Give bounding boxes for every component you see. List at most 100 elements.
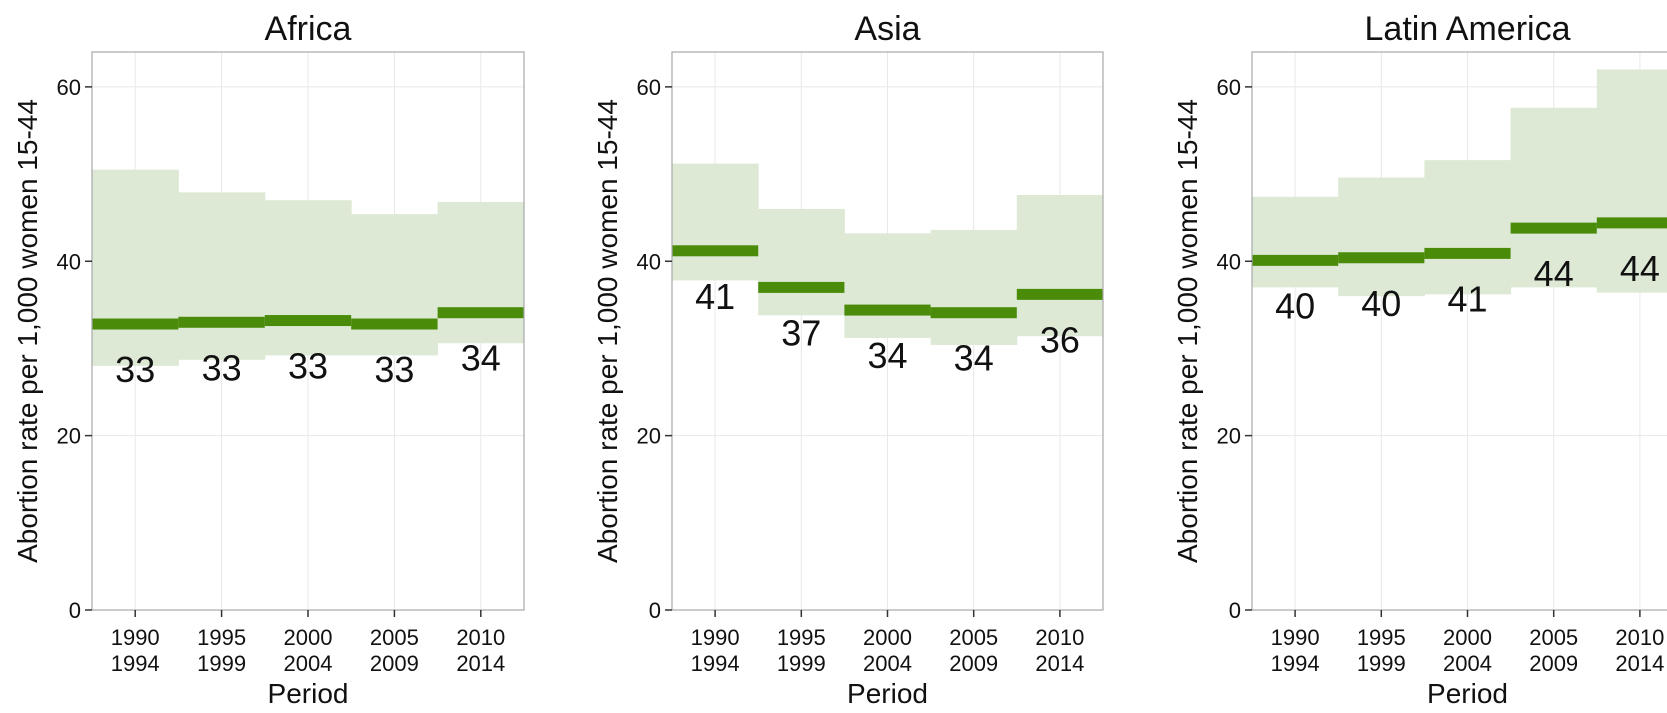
x-tick-label-start: 2000 [1443,625,1492,650]
estimate-segment [1596,217,1667,229]
estimate-segment [92,318,179,330]
panel-africa: 33 33 33 33 34020406019901994199519992000200… [12,10,525,709]
x-axis-label: Period [268,678,349,708]
uncertainty-band [1510,107,1598,288]
data-label: 33 [374,349,414,390]
x-tick-label-end: 1994 [691,651,740,676]
uncertainty-band [930,229,1018,345]
data-label: 34 [867,335,907,376]
y-tick-label: 0 [649,598,661,623]
data-label: 44 [1620,248,1660,289]
y-tick-label: 60 [637,75,661,100]
x-tick-label-start: 1995 [777,625,826,650]
x-tick-label-start: 1990 [1271,625,1320,650]
y-tick-label: 60 [57,75,81,100]
x-tick-label-start: 2005 [1529,625,1578,650]
x-tick-label-start: 1990 [111,625,160,650]
x-tick-label-end: 2004 [284,651,333,676]
estimate-segment [844,304,931,316]
x-axis-label: Period [1427,678,1508,708]
x-tick-label-end: 2009 [370,651,419,676]
uncertainty-band [1252,196,1339,288]
uncertainty-band [437,201,525,344]
x-tick-label-start: 2010 [456,625,505,650]
uncertainty-band [844,233,932,338]
x-tick-label-end: 2014 [456,651,505,676]
uncertainty-band [758,208,845,316]
estimate-segment [672,245,759,257]
y-tick-label: 0 [69,598,81,623]
y-tick-label: 20 [1217,424,1241,449]
x-tick-label-start: 2000 [863,625,912,650]
x-tick-label-end: 1999 [777,651,826,676]
estimate-segment [758,281,845,293]
estimate-segment [1338,252,1425,264]
x-tick-label-end: 2004 [1443,651,1492,676]
y-tick-label: 0 [1229,598,1241,623]
data-label: 41 [1447,278,1487,319]
x-tick-label-start: 1995 [1357,625,1406,650]
data-label: 36 [1040,319,1080,360]
data-label: 37 [781,312,821,353]
x-tick-label-start: 1990 [691,625,740,650]
uncertainty-band [1338,177,1425,297]
uncertainty-band [672,163,759,281]
x-tick-label-end: 1999 [197,651,246,676]
data-label: 33 [288,346,328,387]
estimate-segment [1424,247,1511,259]
x-tick-label-start: 2005 [370,625,419,650]
y-tick-label: 40 [637,249,661,274]
x-tick-label-start: 2005 [949,625,998,650]
uncertainty-band [1424,160,1512,295]
x-axis-label: Period [847,678,928,708]
uncertainty-band [264,200,352,356]
data-label: 34 [461,338,501,379]
estimate-segment [930,307,1017,319]
estimate-segment [1016,288,1103,300]
x-tick-label-end: 2009 [949,651,998,676]
estimate-segment [1252,254,1339,266]
data-label: 40 [1361,283,1401,324]
data-label: 33 [115,349,155,390]
x-tick-label-end: 2004 [863,651,912,676]
uncertainty-band [92,169,179,366]
x-tick-label-start: 2010 [1615,625,1664,650]
y-axis-label: Abortion rate per 1,000 women 15-44 [12,99,43,563]
data-label: 34 [954,338,994,379]
estimate-segment [1510,222,1597,234]
uncertainty-band [1596,69,1667,293]
x-tick-label-end: 1994 [111,651,160,676]
panel-title: Asia [854,10,920,48]
panel-title: Africa [265,10,352,48]
uncertainty-band [178,192,266,360]
uncertainty-band [351,214,439,356]
estimate-segment [437,307,524,319]
x-tick-label-end: 1994 [1271,651,1320,676]
estimate-segment [351,318,438,330]
estimate-segment [264,315,352,327]
x-tick-label-start: 2000 [284,625,333,650]
x-tick-label-end: 1999 [1357,651,1406,676]
y-tick-label: 40 [57,249,81,274]
y-axis-label: Abortion rate per 1,000 women 15-44 [592,99,623,563]
data-label: 41 [695,276,735,317]
x-tick-label-end: 2009 [1529,651,1578,676]
y-tick-label: 20 [57,424,81,449]
y-axis-label: Abortion rate per 1,000 women 15-44 [1172,99,1203,563]
data-label: 44 [1534,253,1574,294]
data-label: 40 [1275,285,1315,326]
y-tick-label: 40 [1217,249,1241,274]
panel-title: Latin America [1365,10,1571,48]
uncertainty-band [1016,194,1104,337]
x-tick-label-start: 2010 [1035,625,1084,650]
x-tick-label-start: 1995 [197,625,246,650]
x-tick-label-end: 2014 [1615,651,1664,676]
x-tick-label-end: 2014 [1035,651,1084,676]
data-label: 33 [202,347,242,388]
y-tick-label: 20 [637,424,661,449]
estimate-segment [178,316,265,328]
